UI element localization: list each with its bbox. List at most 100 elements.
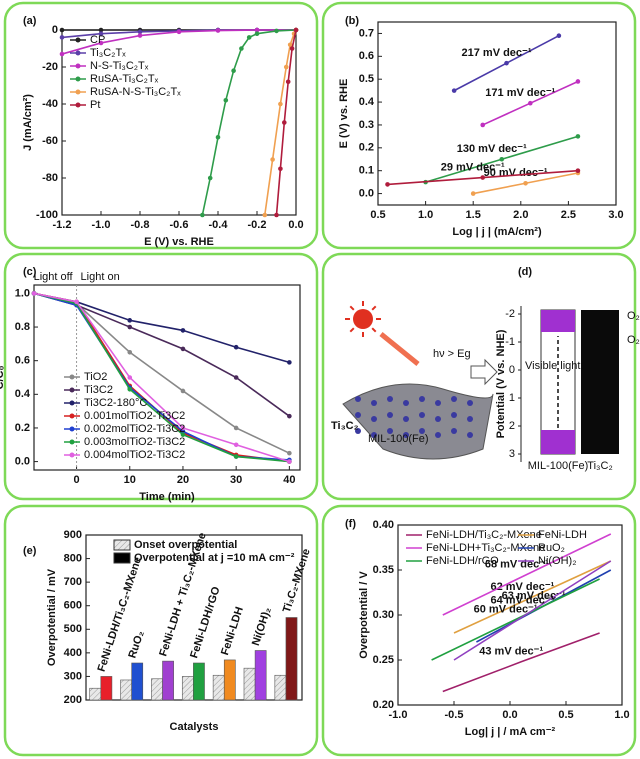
particle (355, 396, 361, 402)
particle (371, 400, 377, 406)
particle (371, 416, 377, 422)
y-tick-label: 700 (64, 576, 82, 588)
x-tick-label: 3.0 (608, 209, 623, 221)
y-tick-label: 0.35 (373, 564, 394, 576)
legend-label: FeNi-LDH/rGO (426, 555, 499, 567)
y-tick-label: 0.6 (15, 355, 30, 367)
sun (353, 309, 373, 329)
vb (541, 430, 575, 454)
point (254, 31, 260, 36)
panel-frame (321, 1, 637, 250)
bar (120, 679, 132, 701)
x-axis-label: E (V) vs. RHE (144, 236, 214, 248)
particle (403, 432, 409, 438)
point (233, 425, 239, 431)
point (470, 191, 476, 196)
legend-label: 0.001molTiO2-Ti3C2 (84, 410, 185, 422)
particle (387, 428, 393, 434)
panel-label: (e) (23, 545, 37, 557)
y-tick-label: 1.0 (15, 287, 30, 299)
x-tick-label: -0.8 (131, 219, 150, 231)
y-tick-label: 0.5 (359, 73, 374, 85)
particle (435, 416, 441, 422)
point (200, 212, 205, 218)
legend-label: FeNi-LDH (538, 529, 587, 541)
point (246, 35, 252, 40)
point (575, 79, 581, 84)
x-tick-label: -1.0 (389, 709, 408, 721)
y-tick-label: 800 (64, 552, 82, 564)
particle (467, 400, 473, 406)
particle (467, 416, 473, 422)
sheet (342, 383, 494, 460)
series-line (442, 632, 600, 693)
x-axis-label: Time (min) (139, 491, 195, 503)
point (180, 432, 186, 437)
particle (451, 428, 457, 434)
label: MIL-100(Fe) (368, 433, 429, 445)
y-tick-label: 1 (509, 392, 515, 404)
point (451, 88, 457, 93)
y-axis-label: Potential (V vs. NHE) (495, 329, 507, 438)
bar (254, 650, 267, 701)
slope-label: 130 mV dec⁻¹ (457, 143, 527, 155)
point (180, 346, 186, 352)
point (74, 299, 79, 305)
point (59, 35, 65, 40)
annotation: Light off (34, 271, 74, 283)
y-tick-label: -40 (42, 98, 58, 110)
y-tick-label: 0.2 (359, 142, 374, 154)
slope-label: 171 mV dec⁻¹ (485, 87, 555, 99)
x-tick-label: 20 (177, 474, 189, 486)
series-line (431, 578, 600, 661)
series-line (442, 533, 612, 616)
legend-marker (75, 50, 81, 56)
point (499, 156, 505, 162)
particle (403, 400, 409, 406)
y-tick-label: 2 (509, 420, 515, 432)
point (31, 291, 37, 296)
label: O₂ (627, 334, 640, 346)
slope-label: 60 mV dec⁻¹ (474, 603, 538, 615)
point (385, 182, 390, 187)
x-axis-label: Log | j | (mA/cm²) (452, 226, 542, 238)
point (504, 60, 509, 66)
cb (541, 310, 575, 332)
legend-label: Ti₃C₂Tₓ (90, 47, 126, 59)
y-tick-label: 0.1 (359, 165, 374, 177)
y-tick-label: 3 (509, 448, 515, 460)
bar (274, 674, 287, 701)
point (223, 98, 229, 103)
panel-label: (b) (345, 15, 359, 27)
point (137, 33, 143, 38)
particle (435, 432, 441, 438)
point (480, 122, 486, 128)
panel-frame (3, 504, 319, 757)
series-line (201, 29, 297, 216)
panel-frame (321, 504, 637, 757)
legend-label: Ti3C2 (84, 384, 113, 396)
legend-label: N-S-Ti₃C₂Tₓ (90, 60, 149, 72)
particle (387, 396, 393, 402)
x-tick-label: -1.0 (92, 219, 111, 231)
panel-label: (f) (345, 518, 356, 530)
y-tick-label: 0.25 (373, 654, 394, 666)
x-tick-label: -0.6 (170, 219, 189, 231)
bar (100, 676, 113, 701)
point (98, 40, 104, 46)
label: Ti₃C₂ (331, 420, 359, 432)
light-arrow (379, 332, 420, 366)
legend-marker (75, 102, 81, 108)
y-tick-label: 500 (64, 623, 82, 635)
flow-arrow (470, 358, 498, 386)
y-tick-label: 0.40 (373, 519, 394, 531)
y-tick-label: 900 (64, 529, 82, 541)
legend-label: RuSA-N-S-Ti₃C₂Tₓ (90, 86, 181, 98)
x-tick-label: 0 (73, 474, 79, 486)
point (287, 42, 293, 48)
y-tick-label: 0.0 (15, 455, 30, 467)
y-tick-label: 0.7 (359, 27, 374, 39)
panel-label: (a) (23, 15, 37, 27)
point (127, 349, 133, 355)
annotation: Light on (81, 271, 120, 283)
